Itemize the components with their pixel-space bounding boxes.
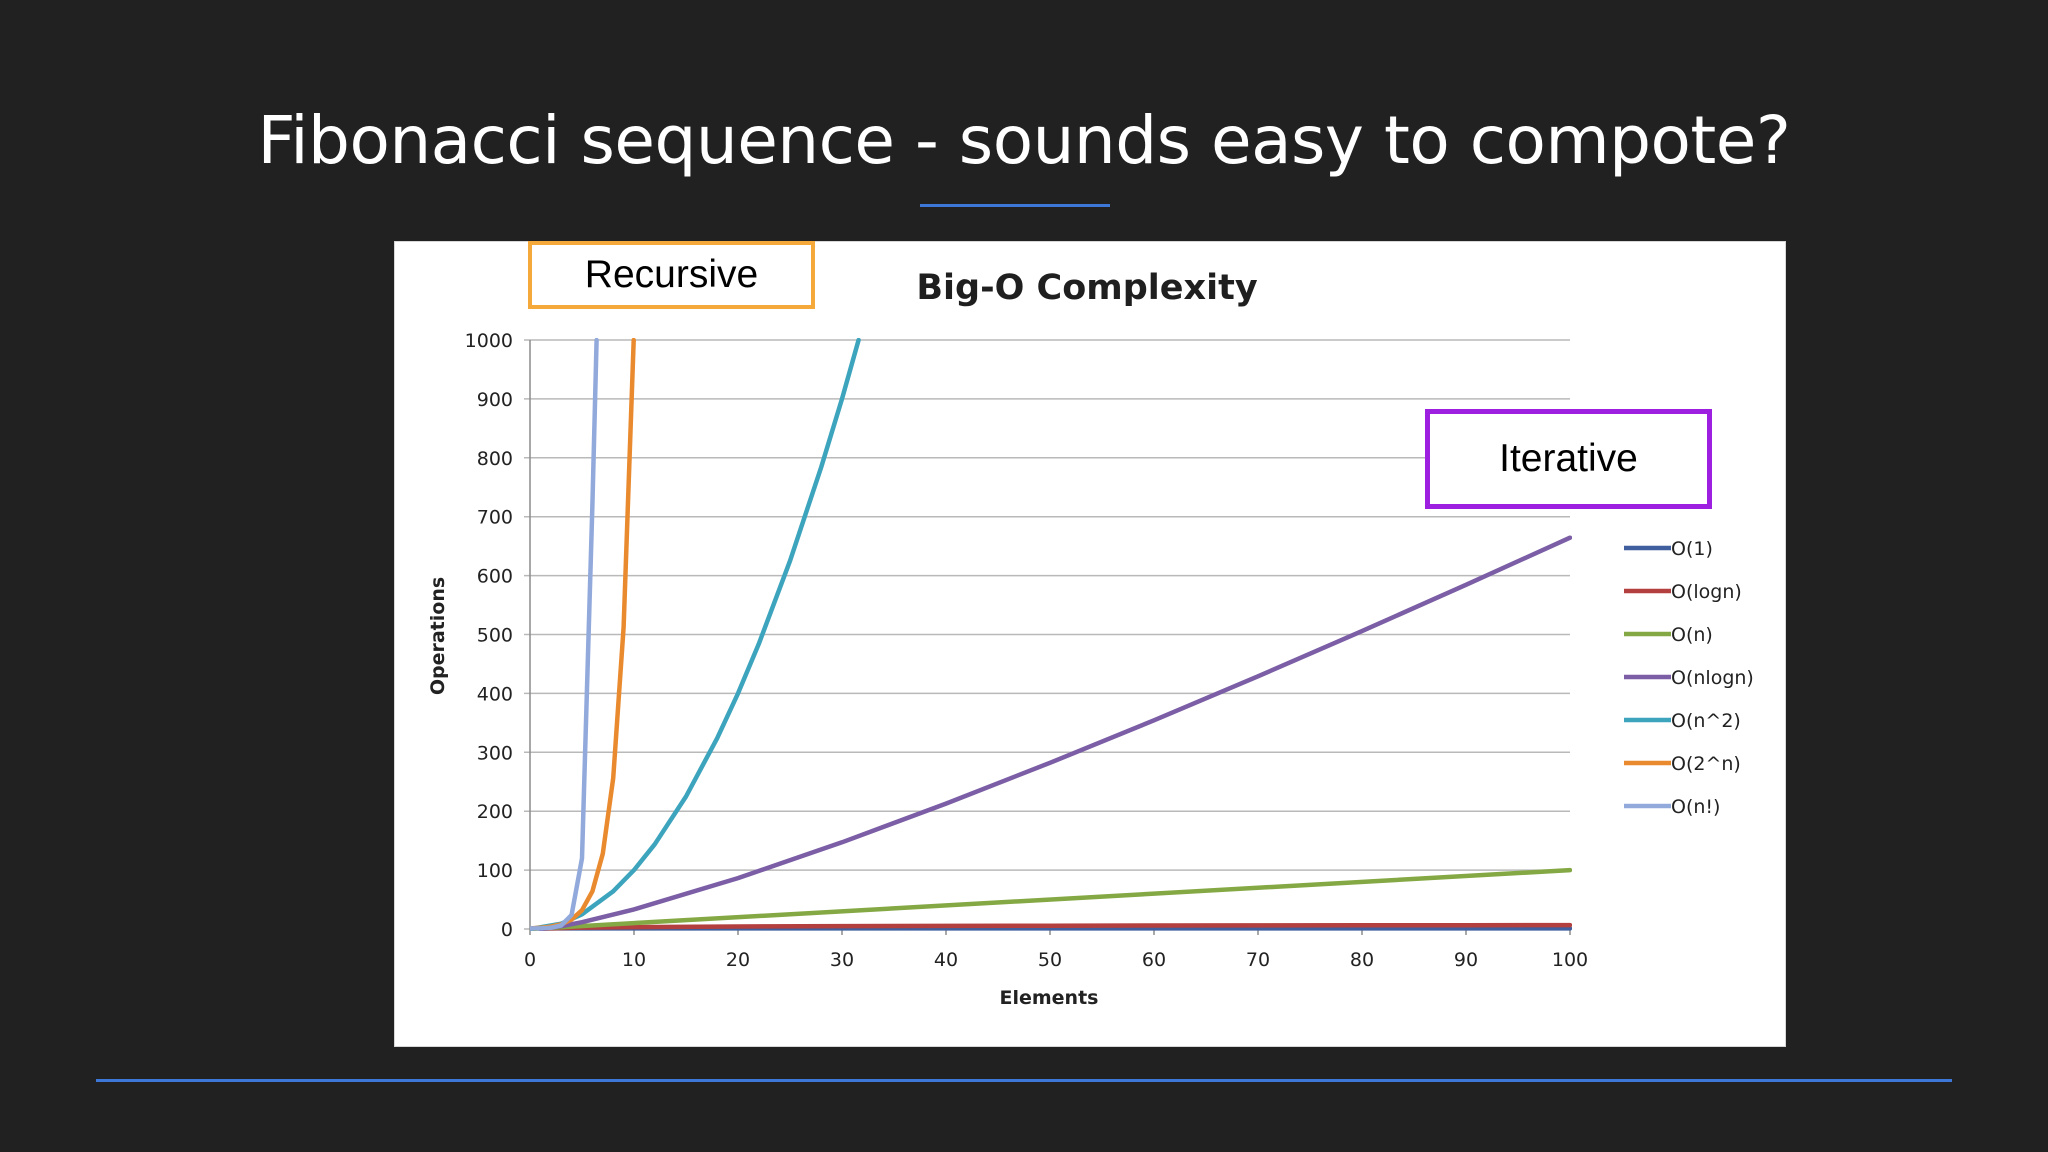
legend-label: O(n^2) <box>1671 710 1741 732</box>
grid-lines <box>524 339 1570 930</box>
x-tick-label: 90 <box>1454 949 1478 971</box>
y-tick-label: 1000 <box>465 330 513 352</box>
y-tick-label: 0 <box>501 919 513 941</box>
footer-rule <box>96 1079 1952 1082</box>
x-tick-label: 20 <box>726 949 750 971</box>
legend-label: O(n!) <box>1671 796 1720 818</box>
legend: O(1) O(logn) O(n) O(nlogn) O(n^2) O(2^n) O(n!) <box>1624 538 1754 818</box>
y-tick-label: 700 <box>477 507 513 529</box>
x-tick-label: 80 <box>1350 949 1374 971</box>
legend-label: O(1) <box>1671 538 1713 560</box>
x-tick-label: 50 <box>1038 949 1062 971</box>
y-tick-label: 100 <box>477 860 513 882</box>
y-tick-label: 200 <box>477 801 513 823</box>
iterative-callout: Iterative <box>1425 409 1712 509</box>
x-axis-title: Elements <box>1000 987 1099 1009</box>
series-line-5 <box>530 338 861 931</box>
y-tick-label: 300 <box>477 742 513 764</box>
recursive-callout: Recursive <box>528 241 815 309</box>
big-o-chart: Big-O Complexity 01002003004005006007008… <box>427 268 1754 1009</box>
y-tick-label: 500 <box>477 625 513 647</box>
series-line-3 <box>530 867 1572 931</box>
x-tick-label: 0 <box>524 949 536 971</box>
legend-label: O(n) <box>1671 624 1713 646</box>
x-tick-label: 30 <box>830 949 854 971</box>
series-lines <box>530 338 1572 931</box>
y-tick-label: 600 <box>477 566 513 588</box>
legend-label: O(nlogn) <box>1671 667 1754 689</box>
x-tick-label: 100 <box>1552 949 1588 971</box>
y-tick-label: 800 <box>477 448 513 470</box>
title-underline <box>920 204 1110 207</box>
legend-label: O(logn) <box>1671 581 1742 603</box>
series-line-4 <box>538 535 1572 931</box>
x-tick-label: 60 <box>1142 949 1166 971</box>
chart-panel: Big-O Complexity 0 100 200 300 400 500 600 700 8… <box>394 241 1786 1047</box>
axes <box>529 340 1571 935</box>
y-tick-label: 900 <box>477 389 513 411</box>
tick-labels: 0 100 200 300 400 500 600 700 800 900 1000 0 10 20 30 4… <box>465 330 1588 971</box>
x-tick-label: 10 <box>622 949 646 971</box>
series-line-7 <box>530 338 599 931</box>
legend-label: O(2^n) <box>1671 753 1741 775</box>
y-axis-title: Operations <box>427 577 449 695</box>
y-tick-label: 400 <box>477 683 513 705</box>
chart-title: Big-O Complexity <box>916 268 1257 308</box>
x-tick-label: 70 <box>1246 949 1270 971</box>
x-tick-label: 40 <box>934 949 958 971</box>
slide-title: Fibonacci sequence - sounds easy to comp… <box>257 102 1791 179</box>
